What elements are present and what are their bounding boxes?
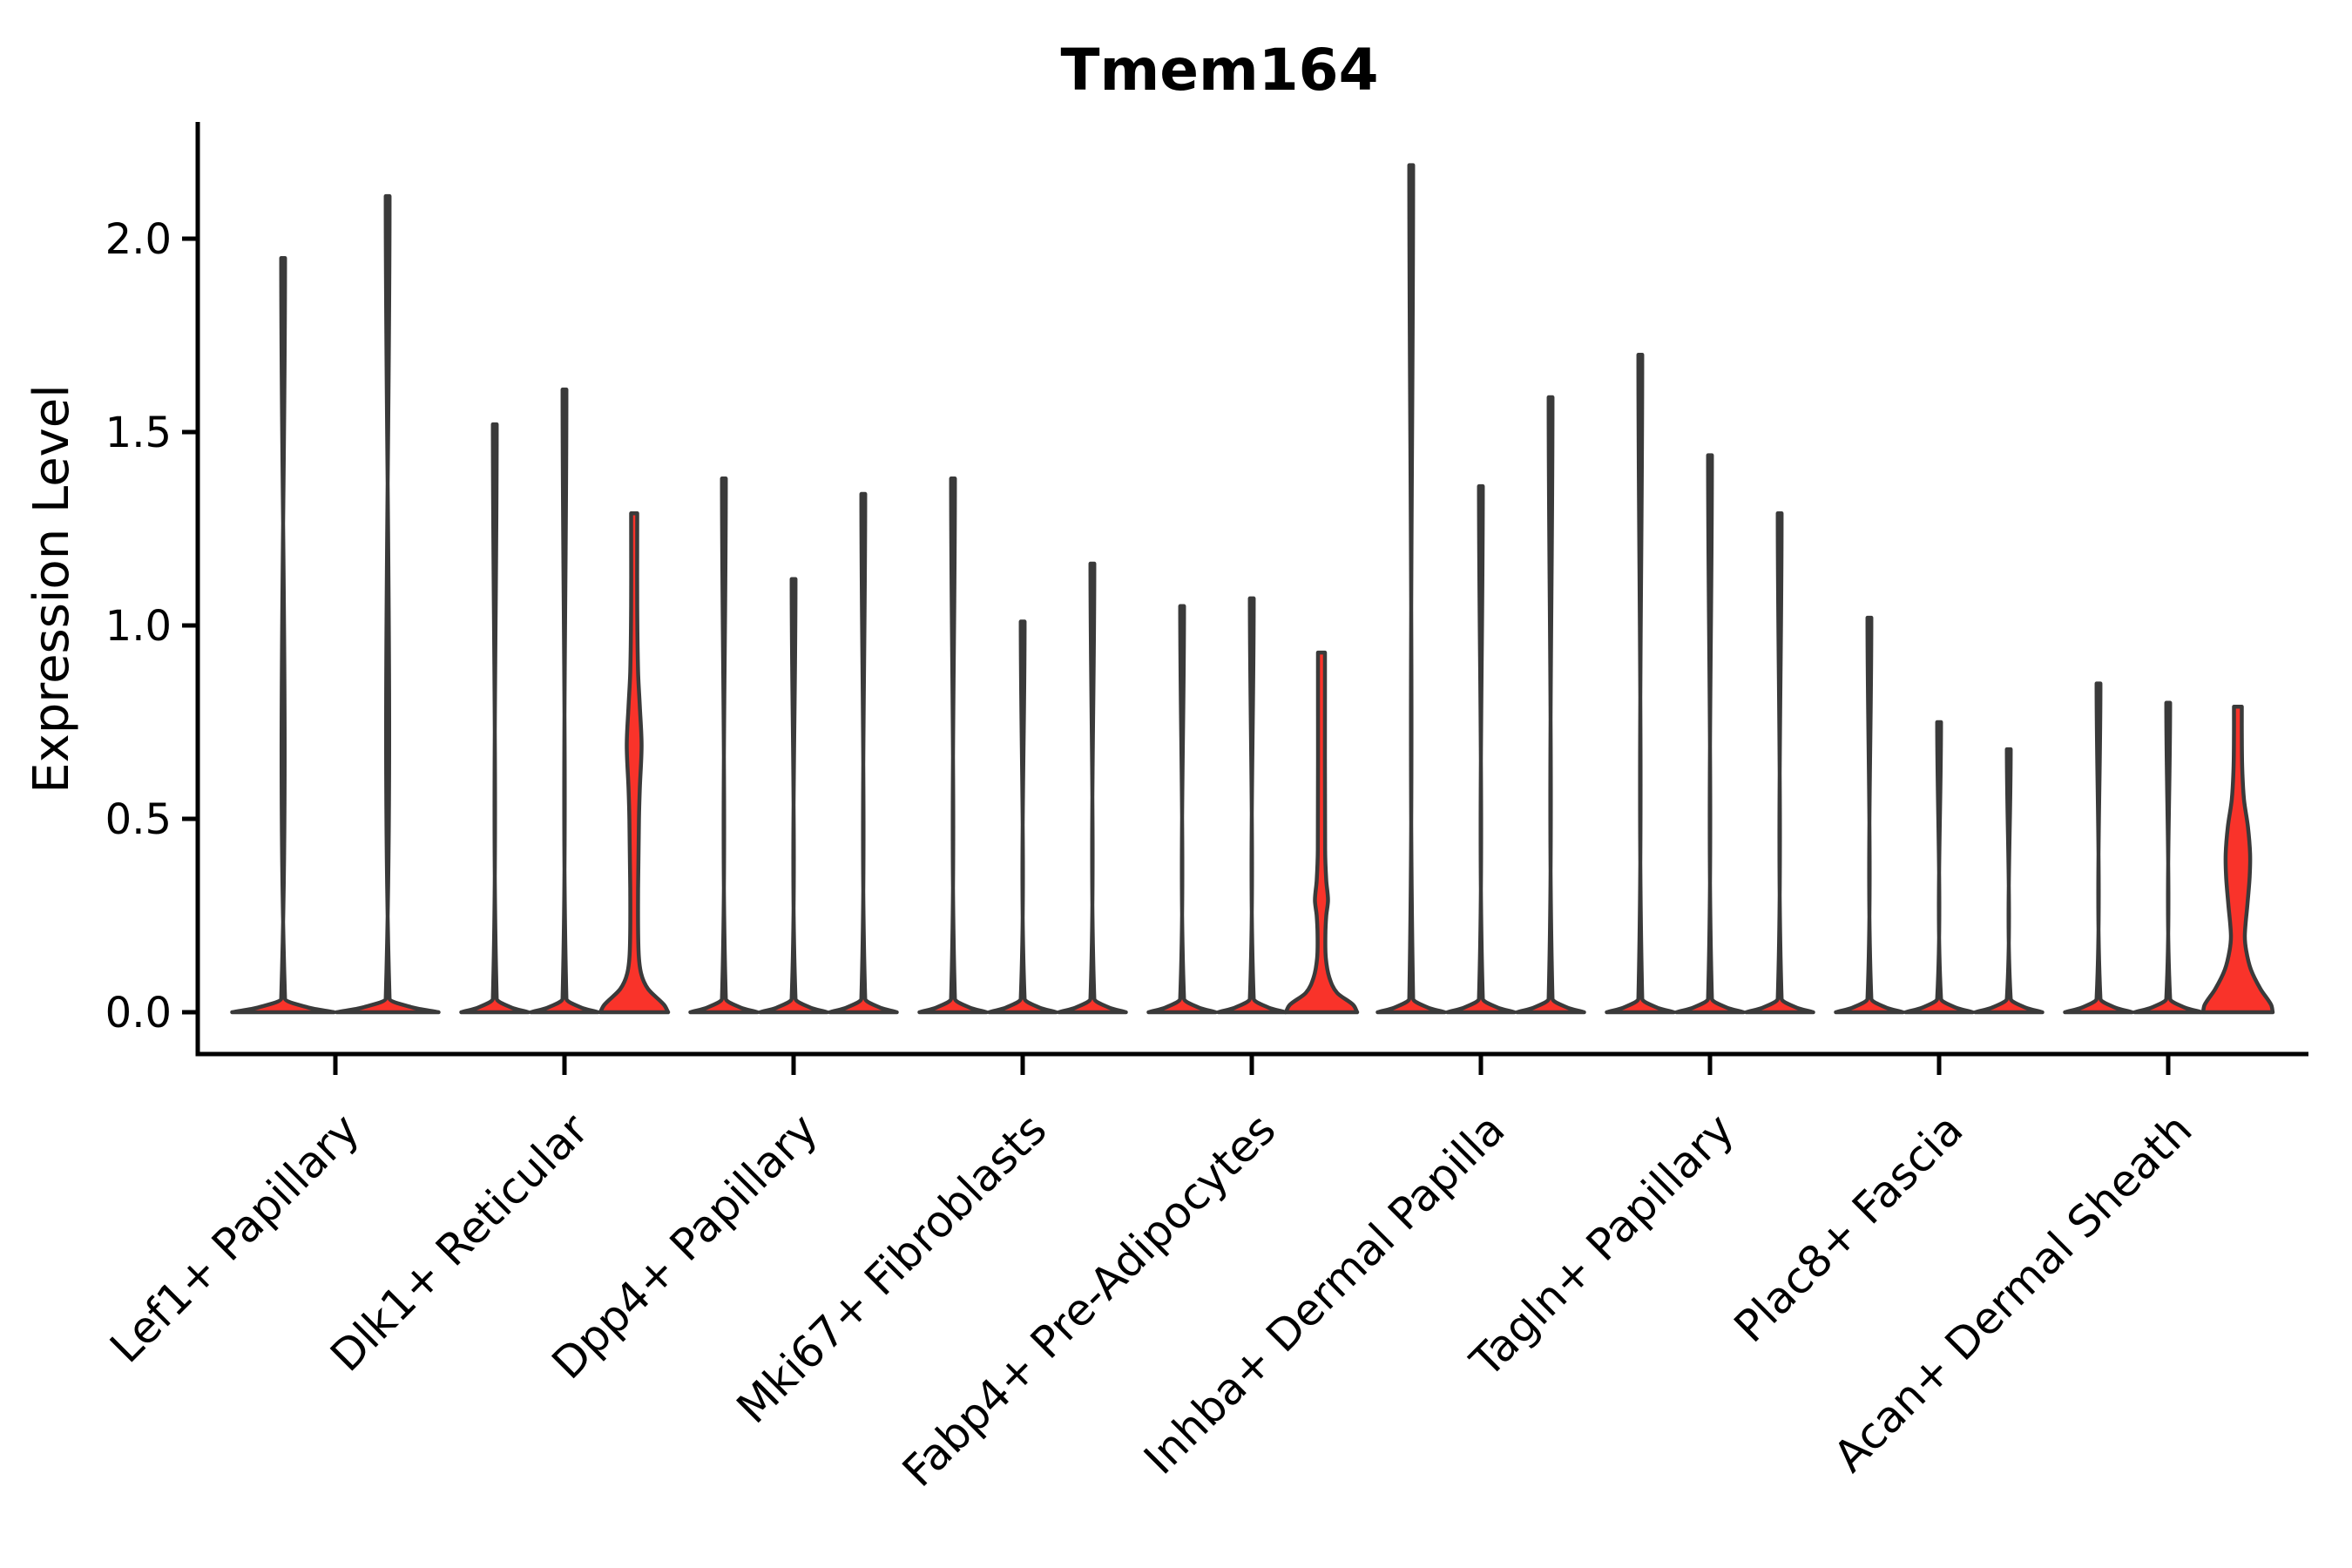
violin [1283,650,1360,1015]
y-tick-label: 1.5 [105,409,172,457]
x-tick-label: Plac8+ Fascia [1725,1104,1973,1352]
violin [1834,615,1905,1015]
y-tick-label: 0.0 [105,989,172,1037]
y-tick-label: 1.0 [105,602,172,651]
axes: 0.0 0.5 1.0 1.5 2.0 [105,122,2308,1075]
chart-title: Tmem164 [1060,37,1378,104]
violin [459,422,531,1015]
violin [1146,604,1218,1015]
violin [1744,510,1815,1015]
violin [335,193,441,1015]
violin [1903,720,1975,1015]
violin [688,476,760,1015]
violin [1445,483,1517,1015]
violin [598,510,671,1015]
y-axis-label: Expression Level [24,384,80,794]
violin [2132,700,2204,1015]
violin [529,387,600,1015]
y-tick-label: 0.5 [105,795,172,844]
violin [758,577,829,1015]
y-tick-label: 2.0 [105,215,172,264]
violins-layer [230,163,2275,1015]
violin [828,491,899,1015]
violin [1057,561,1128,1015]
violin [1605,352,1676,1015]
violin [1515,395,1586,1015]
x-tick-label: Fabp4+ Pre-Adipocytes [893,1104,1286,1497]
violin [1375,163,1447,1015]
violin [1216,596,1288,1015]
violin [2200,704,2275,1015]
violin [2063,681,2134,1015]
violin [1674,453,1746,1015]
violin [987,619,1058,1015]
violin [230,255,336,1015]
violin [917,476,989,1015]
violin [1973,747,2044,1015]
x-tick-label: Lef1+ Papillary [100,1104,368,1372]
